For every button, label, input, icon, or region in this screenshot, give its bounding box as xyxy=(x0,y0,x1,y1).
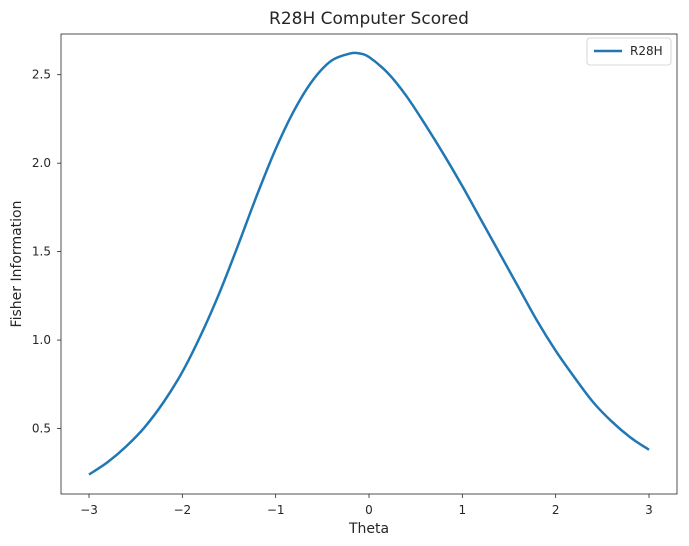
y-tick-label: 2.0 xyxy=(32,156,51,170)
plot-frame xyxy=(61,34,677,494)
x-tick-label: 0 xyxy=(365,503,373,517)
y-tick-label: 1.0 xyxy=(32,333,51,347)
y-tick-label: 1.5 xyxy=(32,245,51,259)
y-axis-ticks: 0.5 1.0 1.5 2.0 2.5 xyxy=(32,68,61,436)
x-tick-label: −3 xyxy=(80,503,98,517)
legend: R28H xyxy=(587,38,671,65)
x-tick-label: 2 xyxy=(552,503,560,517)
series-layer xyxy=(89,53,649,475)
x-axis-ticks: −3 −2 −1 0 1 2 3 xyxy=(80,494,653,517)
x-axis-label: Theta xyxy=(348,521,389,537)
x-tick-label: −2 xyxy=(173,503,191,517)
series-line-r28h xyxy=(89,53,649,475)
x-tick-label: 1 xyxy=(459,503,467,517)
y-tick-label: 2.5 xyxy=(32,68,51,82)
y-axis-label: Fisher Information xyxy=(9,201,25,328)
chart-title: R28H Computer Scored xyxy=(269,9,469,29)
y-tick-label: 0.5 xyxy=(32,422,51,436)
x-tick-label: −1 xyxy=(267,503,285,517)
legend-label: R28H xyxy=(630,44,663,58)
x-tick-label: 3 xyxy=(645,503,653,517)
